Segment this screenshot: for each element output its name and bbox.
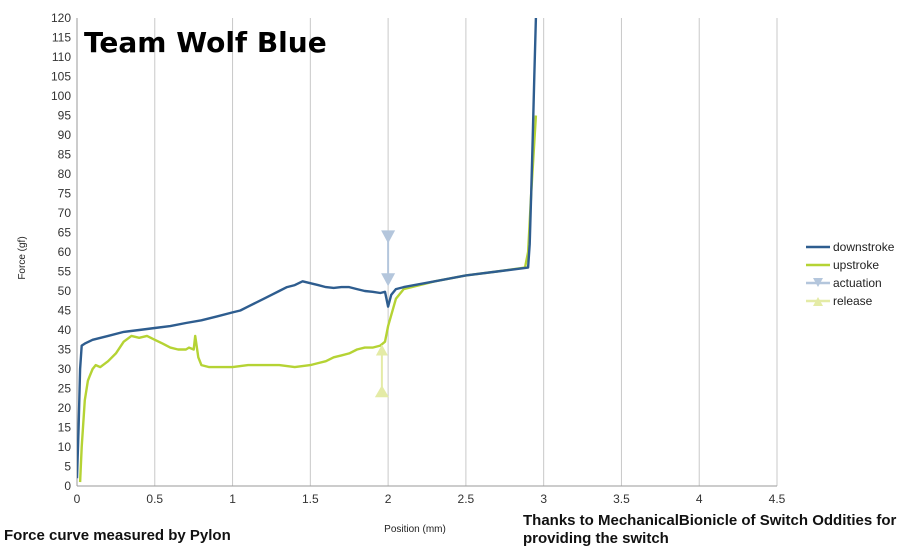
series-layer bbox=[77, 18, 538, 483]
downstroke-line bbox=[77, 18, 538, 479]
y-tick-label: 5 bbox=[64, 460, 71, 474]
y-tick-label: 120 bbox=[51, 11, 71, 25]
y-tick-label: 60 bbox=[58, 245, 72, 259]
x-tick-label: 1 bbox=[229, 492, 236, 506]
release-point bbox=[375, 344, 388, 356]
footnote-measured-by: Force curve measured by Pylon bbox=[4, 527, 231, 544]
y-tick-label: 25 bbox=[58, 382, 72, 396]
y-tick-label: 80 bbox=[58, 167, 72, 181]
legend-label-actuation: actuation bbox=[833, 276, 882, 290]
legend-label-upstroke: upstroke bbox=[833, 258, 879, 272]
upstroke-line bbox=[78, 115, 538, 483]
y-tick-label: 0 bbox=[64, 479, 71, 493]
legend-label-release: release bbox=[833, 294, 873, 308]
legend-marker-release bbox=[813, 297, 823, 306]
y-tick-label: 90 bbox=[58, 128, 72, 142]
legend: downstroke upstroke actuation release bbox=[806, 240, 895, 308]
y-tick-label: 75 bbox=[58, 187, 72, 201]
y-tick-label: 85 bbox=[58, 148, 72, 162]
y-tick-label: 115 bbox=[52, 31, 71, 45]
footnote-thanks: Thanks to MechanicalBionicle of Switch O… bbox=[523, 512, 897, 547]
y-tick-label: 70 bbox=[58, 206, 72, 220]
x-tick-label: 0 bbox=[74, 492, 81, 506]
x-tick-label: 4 bbox=[696, 492, 703, 506]
y-tick-label: 110 bbox=[52, 50, 71, 64]
legend-marker-actuation bbox=[813, 278, 823, 287]
axis-layer: 0 0.5 1 1.5 2 2.5 3 3.5 4 4.5 0 5 10 15 20 25 30 35 40 45 50… bbox=[51, 11, 786, 506]
y-tick-label: 30 bbox=[58, 362, 72, 376]
x-tick-label: 4.5 bbox=[769, 492, 786, 506]
y-tick-label: 50 bbox=[58, 284, 72, 298]
y-tick-label: 15 bbox=[58, 421, 72, 435]
marker-layer bbox=[374, 230, 396, 398]
y-tick-label: 105 bbox=[51, 70, 71, 84]
actuation-point bbox=[381, 230, 396, 244]
x-tick-label: 2.5 bbox=[458, 492, 475, 506]
x-tick-label: 0.5 bbox=[146, 492, 163, 506]
y-tick-label: 55 bbox=[58, 265, 72, 279]
y-tick-label: 100 bbox=[51, 89, 71, 103]
y-tick-label: 95 bbox=[58, 109, 72, 123]
y-tick-label: 10 bbox=[58, 440, 72, 454]
y-tick-label: 35 bbox=[58, 343, 72, 357]
x-tick-label: 1.5 bbox=[302, 492, 319, 506]
chart-title: Team Wolf Blue bbox=[84, 26, 327, 59]
y-tick-label: 40 bbox=[58, 323, 72, 337]
y-tick-label: 45 bbox=[58, 304, 72, 318]
legend-label-downstroke: downstroke bbox=[833, 240, 895, 254]
x-axis-title: Position (mm) bbox=[384, 524, 446, 535]
grid-layer bbox=[154, 18, 778, 486]
x-tick-label: 2 bbox=[385, 492, 392, 506]
x-tick-label: 3 bbox=[540, 492, 547, 506]
release-point bbox=[374, 385, 389, 398]
actuation-point bbox=[381, 273, 396, 287]
y-axis-title: Force (gf) bbox=[17, 236, 28, 279]
y-tick-label: 65 bbox=[58, 226, 72, 240]
x-tick-label: 3.5 bbox=[613, 492, 630, 506]
y-tick-label: 20 bbox=[58, 401, 72, 415]
